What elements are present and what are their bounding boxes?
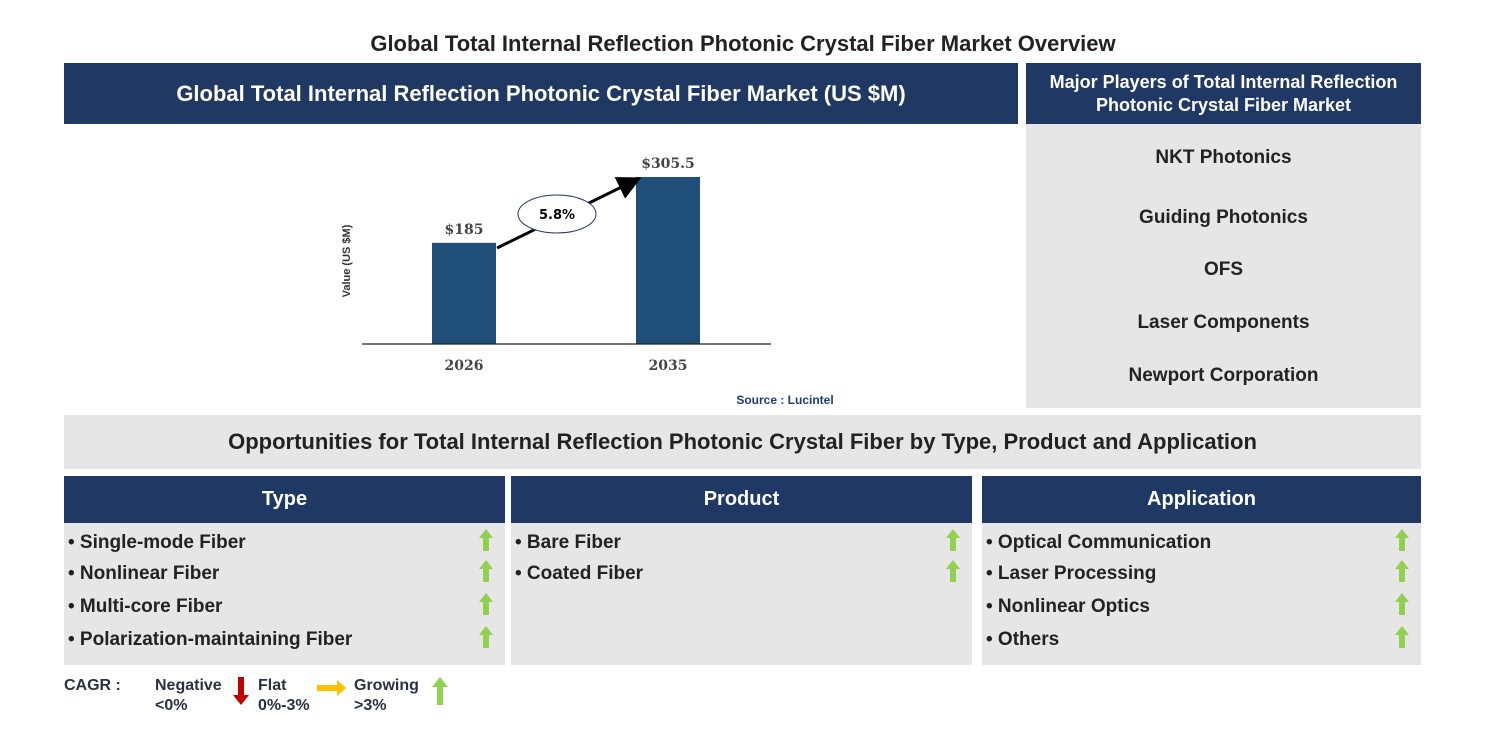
arrow-up-icon <box>479 593 493 615</box>
legend-growing: Growing >3% <box>354 676 419 716</box>
legend-negative: Negative <0% <box>155 676 222 716</box>
y-axis-label: Value (US $M) <box>341 224 353 297</box>
arrow-up-icon <box>479 626 493 648</box>
arrow-right-icon <box>317 680 346 696</box>
arrow-up-icon <box>1395 626 1409 648</box>
column-header-type: Type <box>64 476 505 523</box>
players-list: NKT Photonics Guiding Photonics OFS Lase… <box>1026 124 1421 408</box>
arrow-up-icon <box>432 677 448 705</box>
player-item: OFS <box>1203 259 1244 280</box>
player-item: Laser Components <box>1137 312 1310 333</box>
arrow-up-icon <box>946 529 960 551</box>
legend-flat: Flat 0%-3% <box>258 676 310 716</box>
column-body-product: • Bare Fiber • Coated Fiber <box>511 523 972 665</box>
data-label: $305.5 <box>641 156 695 172</box>
x-tick-label: 2035 <box>649 358 688 374</box>
market-chart: Value (US $M) $185 2026 $305.5 2035 5.8% So… <box>341 156 834 407</box>
column-header-product: Product <box>511 476 972 523</box>
list-item: • Nonlinear Optics <box>986 596 1150 617</box>
opportunities-title: Opportunities for Total Internal Reflect… <box>64 415 1421 469</box>
cagr-label: 5.8% <box>539 208 575 223</box>
list-item: • Nonlinear Fiber <box>68 563 220 584</box>
arrow-up-icon <box>1395 560 1409 582</box>
list-item: • Single-mode Fiber <box>68 532 246 553</box>
arrow-up-icon <box>1395 593 1409 615</box>
x-tick-label: 2026 <box>445 358 484 374</box>
list-item: • Laser Processing <box>986 563 1157 584</box>
legend-label: CAGR : <box>64 677 121 694</box>
bar-2035 <box>636 177 700 344</box>
bar-2026 <box>432 242 496 344</box>
legend-flat-range: 0%-3% <box>258 697 310 714</box>
list-item: • Coated Fiber <box>515 563 644 584</box>
players-panel-header: Major Players of Total Internal Reflecti… <box>1026 63 1421 124</box>
page-title: Global Total Internal Reflection Photoni… <box>370 31 1116 56</box>
player-item: Guiding Photonics <box>1139 207 1308 228</box>
column-body-application: • Optical Communication • Laser Processin… <box>982 523 1421 665</box>
column-header-application: Application <box>982 476 1421 523</box>
data-label: $185 <box>445 222 484 238</box>
player-item: NKT Photonics <box>1155 147 1292 168</box>
list-item: • Multi-core Fiber <box>68 596 223 617</box>
list-item: • Bare Fiber <box>515 532 621 553</box>
list-item: • Polarization-maintaining Fiber <box>68 629 353 650</box>
list-item: • Optical Communication <box>986 532 1212 553</box>
arrow-up-icon <box>479 560 493 582</box>
legend-flat-label: Flat <box>258 677 287 694</box>
arrow-up-icon <box>1395 529 1409 551</box>
market-panel-header: Global Total Internal Reflection Photoni… <box>64 63 1018 124</box>
legend-growing-label: Growing <box>354 677 419 694</box>
player-item: Newport Corporation <box>1128 365 1319 386</box>
arrow-up-icon <box>479 529 493 551</box>
column-body-type: • Single-mode Fiber • Nonlinear Fiber • Mu… <box>64 523 505 665</box>
legend-negative-label: Negative <box>155 677 222 694</box>
legend-negative-range: <0% <box>155 697 188 714</box>
arrow-down-icon <box>233 677 249 705</box>
cagr-ellipse <box>517 194 597 234</box>
source-label: Source : Lucintel <box>736 393 833 407</box>
legend-growing-range: >3% <box>354 697 387 714</box>
list-item: • Others <box>986 629 1060 650</box>
arrow-up-icon <box>946 560 960 582</box>
